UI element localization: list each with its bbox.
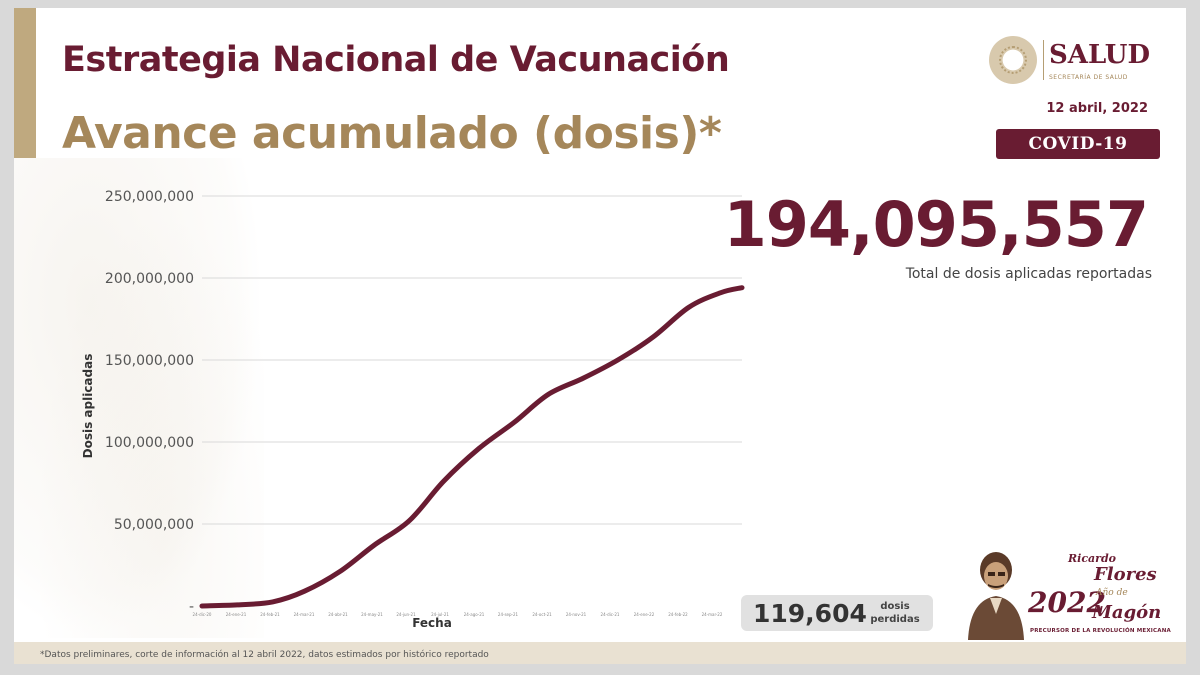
salud-logo: SALUD SECRETARÍA DE SALUD [989,32,1159,88]
x-axis-label: Fecha [412,616,452,630]
background-pattern [14,158,264,638]
accent-bar [14,8,36,158]
national-seal-icon [989,36,1037,84]
chart-grid [202,195,742,525]
commemoration-year: 2022 [1028,586,1106,619]
x-tick-label-1: 24-ene-21 [226,612,247,617]
report-date: 12 abril, 2022 [1046,101,1148,116]
covid-badge: COVID-19 [996,129,1160,159]
x-tick-label-6: 24-jun-21 [396,612,416,617]
logo-subtitle: SECRETARÍA DE SALUD [1049,74,1128,81]
lost-doses-number: 119,604 [753,599,867,628]
commemoration-tagline: PRECURSOR DE LA REVOLUCIÓN MEXICANA [1030,628,1172,634]
x-tick-label-9: 24-sep-21 [498,612,519,617]
portrait-icon [968,552,1024,640]
commemoration-surname-1: Flores [1094,564,1157,585]
x-tick-label-0: 24-dic-20 [193,612,212,617]
y-tick-label-2: 100,000,000 [105,435,194,451]
commemoration-anio: Año de [1096,588,1128,598]
y-tick-label-0: - [189,599,194,615]
y-axis-label: Dosis aplicadas [81,354,95,459]
x-tick-label-14: 24-feb-22 [668,612,688,617]
total-doses: 194,095,557 [723,188,1149,261]
commemoration-surname-2: Magón [1092,602,1162,623]
y-tick-label-4: 200,000,000 [105,271,194,287]
x-tick-label-15: 24-mar-22 [702,612,723,617]
x-tick-label-13: 24-ene-22 [634,612,655,617]
x-tick-label-11: 24-nov-21 [566,612,587,617]
page-title: Estrategia Nacional de Vacunación [62,40,730,80]
lost-doses-box: 119,604 dosis perdidas [741,595,933,631]
x-tick-label-12: 24-dic-21 [601,612,620,617]
logo-name: SALUD [1049,40,1151,70]
page-subtitle: Avance acumulado (dosis)* [62,108,722,159]
x-tick-label-4: 24-abr-21 [328,612,348,617]
y-tick-label-3: 150,000,000 [105,353,194,369]
cumulative-doses-chart: - 50,000,000 100,000,000 150,000,000 200,000… [81,189,745,630]
logo-divider [1043,40,1044,80]
x-tick-label-7: 24-jul-21 [431,612,449,617]
x-tick-label-10: 24-oct-21 [532,612,552,617]
x-tick-label-3: 24-mar-21 [294,612,315,617]
chart-y-ticks: - 50,000,000 100,000,000 150,000,000 200,000… [105,189,194,615]
series-line-doses [199,285,745,609]
y-tick-label-5: 250,000,000 [105,189,194,205]
ricardo-flores-magon-emblem: Ricardo Flores 2022 Año de Magón PRECURS… [958,548,1171,640]
x-tick-label-8: 24-ago-21 [464,612,485,617]
footer-bar [14,642,1186,664]
slide: Estrategia Nacional de Vacunación Avance… [14,8,1186,664]
total-doses-caption: Total de dosis aplicadas reportadas [905,266,1152,282]
x-tick-label-2: 24-feb-21 [260,612,280,617]
y-tick-label-1: 50,000,000 [114,517,194,533]
chart-x-ticks: 24-dic-20 24-ene-21 24-feb-21 24-mar-21 24-a… [193,612,723,617]
lost-doses-label: dosis perdidas [870,601,920,625]
x-tick-label-5: 24-may-21 [361,612,383,617]
commemoration-first-name: Ricardo [1068,552,1116,565]
footnote: *Datos preliminares, corte de informació… [40,650,489,660]
